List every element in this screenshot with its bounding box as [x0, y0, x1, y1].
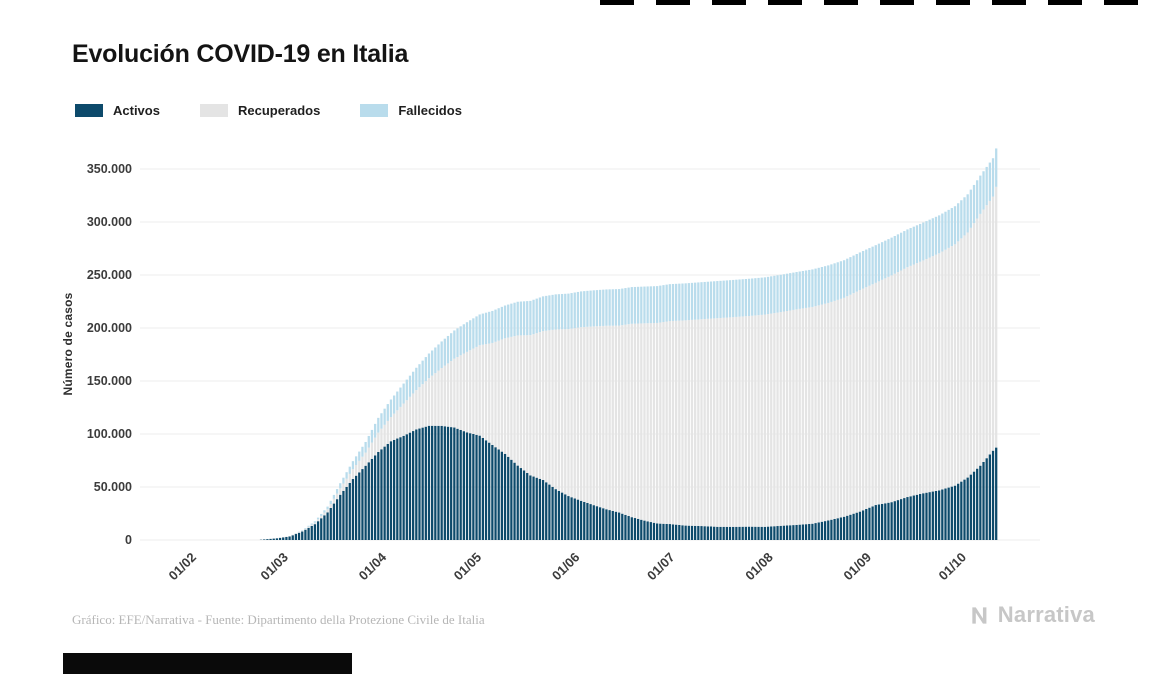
brand-name: Narrativa — [997, 602, 1095, 627]
svg-text:0: 0 — [125, 533, 132, 547]
svg-text:01/04: 01/04 — [356, 549, 390, 583]
legend-item-recuperados: Recuperados — [199, 103, 321, 118]
svg-text:Número de casos: Número de casos — [61, 292, 75, 395]
svg-text:01/07: 01/07 — [644, 550, 678, 584]
legend-label-fallecidos: Fallecidos — [398, 103, 462, 118]
svg-text:01/09: 01/09 — [840, 550, 874, 584]
svg-text:01/02: 01/02 — [166, 550, 200, 584]
top-edge-artifact-marks — [600, 0, 1157, 5]
page-title: Evolución COVID-19 en Italia — [72, 40, 409, 68]
svg-text:01/06: 01/06 — [549, 550, 583, 584]
svg-text:01/08: 01/08 — [742, 550, 776, 584]
narrativa-n-icon — [972, 607, 987, 624]
legend-label-activos: Activos — [113, 103, 160, 118]
svg-text:150.000: 150.000 — [87, 374, 132, 388]
brand-logo: Narrativa — [968, 602, 1095, 628]
svg-text:100.000: 100.000 — [87, 427, 132, 441]
svg-text:01/05: 01/05 — [451, 550, 485, 584]
svg-text:50.000: 50.000 — [94, 480, 132, 494]
svg-text:200.000: 200.000 — [87, 321, 132, 335]
svg-text:01/03: 01/03 — [257, 550, 291, 584]
bottom-black-bar — [63, 653, 352, 674]
legend-swatch-fallecidos — [360, 104, 389, 117]
legend-label-recuperados: Recuperados — [237, 103, 321, 118]
legend-swatch-activos — [75, 104, 103, 117]
source-credit: Gráfico: EFE/Narrativa - Fuente: Diparti… — [72, 612, 485, 627]
legend-item-fallecidos: Fallecidos — [360, 103, 462, 118]
svg-text:350.000: 350.000 — [87, 162, 132, 176]
svg-text:300.000: 300.000 — [87, 215, 132, 229]
svg-text:01/10: 01/10 — [936, 550, 970, 584]
chart-legend: Activos Recuperados Fallecidos — [75, 103, 462, 118]
legend-swatch-recuperados — [199, 104, 228, 117]
legend-item-activos: Activos — [75, 103, 160, 118]
svg-text:250.000: 250.000 — [87, 268, 132, 282]
